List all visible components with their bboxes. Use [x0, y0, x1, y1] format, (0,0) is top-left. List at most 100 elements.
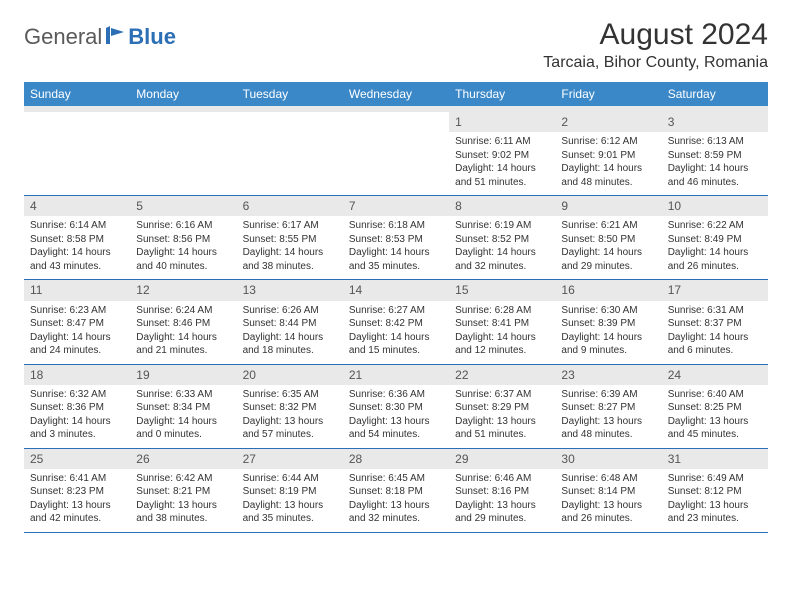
sunrise-text: Sunrise: 6:45 AM: [349, 472, 443, 486]
day-number: 30: [555, 449, 661, 469]
day-number: 31: [662, 449, 768, 469]
day-cell: 11Sunrise: 6:23 AMSunset: 8:47 PMDayligh…: [24, 280, 130, 363]
sunrise-text: Sunrise: 6:44 AM: [243, 472, 337, 486]
daylight2-text: and 32 minutes.: [455, 260, 549, 274]
sunset-text: Sunset: 8:49 PM: [668, 233, 762, 247]
day-cell: [130, 112, 236, 195]
day-number: 6: [237, 196, 343, 216]
day-number: 21: [343, 365, 449, 385]
sunset-text: Sunset: 8:25 PM: [668, 401, 762, 415]
day-number: 13: [237, 280, 343, 300]
day-cell: 14Sunrise: 6:27 AMSunset: 8:42 PMDayligh…: [343, 280, 449, 363]
daylight1-text: Daylight: 13 hours: [455, 415, 549, 429]
daylight1-text: Daylight: 13 hours: [349, 415, 443, 429]
daylight2-text: and 26 minutes.: [561, 512, 655, 526]
day-cell: 28Sunrise: 6:45 AMSunset: 8:18 PMDayligh…: [343, 449, 449, 532]
sunrise-text: Sunrise: 6:22 AM: [668, 219, 762, 233]
daylight1-text: Daylight: 14 hours: [349, 331, 443, 345]
daylight2-text: and 45 minutes.: [668, 428, 762, 442]
sunrise-text: Sunrise: 6:19 AM: [455, 219, 549, 233]
sunset-text: Sunset: 8:44 PM: [243, 317, 337, 331]
day-cell: 8Sunrise: 6:19 AMSunset: 8:52 PMDaylight…: [449, 196, 555, 279]
sunrise-text: Sunrise: 6:18 AM: [349, 219, 443, 233]
day-number: 20: [237, 365, 343, 385]
day-cell: [24, 112, 130, 195]
daylight1-text: Daylight: 13 hours: [561, 415, 655, 429]
daylight1-text: Daylight: 14 hours: [30, 415, 124, 429]
sunrise-text: Sunrise: 6:49 AM: [668, 472, 762, 486]
daylight1-text: Daylight: 14 hours: [668, 246, 762, 260]
sunset-text: Sunset: 8:34 PM: [136, 401, 230, 415]
weekday-header: Monday: [130, 82, 236, 106]
sunrise-text: Sunrise: 6:12 AM: [561, 135, 655, 149]
weekday-header: Thursday: [449, 82, 555, 106]
day-number: 1: [449, 112, 555, 132]
sunrise-text: Sunrise: 6:28 AM: [455, 304, 549, 318]
daylight1-text: Daylight: 14 hours: [136, 415, 230, 429]
daylight1-text: Daylight: 14 hours: [561, 331, 655, 345]
weekday-header: Saturday: [662, 82, 768, 106]
header: General Blue August 2024 Tarcaia, Bihor …: [24, 18, 768, 72]
sunrise-text: Sunrise: 6:48 AM: [561, 472, 655, 486]
day-number: 17: [662, 280, 768, 300]
sunset-text: Sunset: 8:50 PM: [561, 233, 655, 247]
daylight2-text: and 3 minutes.: [30, 428, 124, 442]
day-number: 2: [555, 112, 661, 132]
calendar-page: General Blue August 2024 Tarcaia, Bihor …: [0, 0, 792, 551]
daylight2-text: and 9 minutes.: [561, 344, 655, 358]
daylight1-text: Daylight: 13 hours: [668, 499, 762, 513]
day-cell: 27Sunrise: 6:44 AMSunset: 8:19 PMDayligh…: [237, 449, 343, 532]
daylight2-text: and 38 minutes.: [243, 260, 337, 274]
sunrise-text: Sunrise: 6:11 AM: [455, 135, 549, 149]
sunset-text: Sunset: 8:32 PM: [243, 401, 337, 415]
sunrise-text: Sunrise: 6:13 AM: [668, 135, 762, 149]
day-number: 5: [130, 196, 236, 216]
day-cell: 22Sunrise: 6:37 AMSunset: 8:29 PMDayligh…: [449, 365, 555, 448]
day-cell: 9Sunrise: 6:21 AMSunset: 8:50 PMDaylight…: [555, 196, 661, 279]
day-number: 28: [343, 449, 449, 469]
day-cell: 19Sunrise: 6:33 AMSunset: 8:34 PMDayligh…: [130, 365, 236, 448]
daylight2-text: and 48 minutes.: [561, 176, 655, 190]
day-cell: 20Sunrise: 6:35 AMSunset: 8:32 PMDayligh…: [237, 365, 343, 448]
day-number: 14: [343, 280, 449, 300]
location: Tarcaia, Bihor County, Romania: [543, 54, 768, 72]
day-cell: 4Sunrise: 6:14 AMSunset: 8:58 PMDaylight…: [24, 196, 130, 279]
weekday-header: Tuesday: [237, 82, 343, 106]
sunrise-text: Sunrise: 6:27 AM: [349, 304, 443, 318]
sunrise-text: Sunrise: 6:21 AM: [561, 219, 655, 233]
day-number: 12: [130, 280, 236, 300]
day-cell: 10Sunrise: 6:22 AMSunset: 8:49 PMDayligh…: [662, 196, 768, 279]
sunset-text: Sunset: 8:58 PM: [30, 233, 124, 247]
sunset-text: Sunset: 8:16 PM: [455, 485, 549, 499]
daylight2-text: and 26 minutes.: [668, 260, 762, 274]
daylight1-text: Daylight: 14 hours: [30, 246, 124, 260]
day-number: 7: [343, 196, 449, 216]
sunrise-text: Sunrise: 6:40 AM: [668, 388, 762, 402]
sunset-text: Sunset: 8:41 PM: [455, 317, 549, 331]
daylight1-text: Daylight: 14 hours: [668, 162, 762, 176]
day-cell: 17Sunrise: 6:31 AMSunset: 8:37 PMDayligh…: [662, 280, 768, 363]
sunset-text: Sunset: 8:56 PM: [136, 233, 230, 247]
day-cell: 26Sunrise: 6:42 AMSunset: 8:21 PMDayligh…: [130, 449, 236, 532]
sunset-text: Sunset: 8:19 PM: [243, 485, 337, 499]
day-cell: 21Sunrise: 6:36 AMSunset: 8:30 PMDayligh…: [343, 365, 449, 448]
daylight1-text: Daylight: 14 hours: [455, 331, 549, 345]
daylight2-text: and 48 minutes.: [561, 428, 655, 442]
daylight1-text: Daylight: 13 hours: [668, 415, 762, 429]
sunrise-text: Sunrise: 6:36 AM: [349, 388, 443, 402]
sunset-text: Sunset: 8:53 PM: [349, 233, 443, 247]
weeks-container: 1Sunrise: 6:11 AMSunset: 9:02 PMDaylight…: [24, 112, 768, 533]
day-number: 16: [555, 280, 661, 300]
daylight2-text: and 35 minutes.: [243, 512, 337, 526]
sunrise-text: Sunrise: 6:24 AM: [136, 304, 230, 318]
daylight2-text: and 15 minutes.: [349, 344, 443, 358]
day-cell: 25Sunrise: 6:41 AMSunset: 8:23 PMDayligh…: [24, 449, 130, 532]
calendar: Sunday Monday Tuesday Wednesday Thursday…: [24, 82, 768, 533]
day-cell: 3Sunrise: 6:13 AMSunset: 8:59 PMDaylight…: [662, 112, 768, 195]
sunrise-text: Sunrise: 6:30 AM: [561, 304, 655, 318]
daylight1-text: Daylight: 13 hours: [455, 499, 549, 513]
day-number: 24: [662, 365, 768, 385]
day-number: 11: [24, 280, 130, 300]
daylight2-text: and 21 minutes.: [136, 344, 230, 358]
day-cell: 30Sunrise: 6:48 AMSunset: 8:14 PMDayligh…: [555, 449, 661, 532]
